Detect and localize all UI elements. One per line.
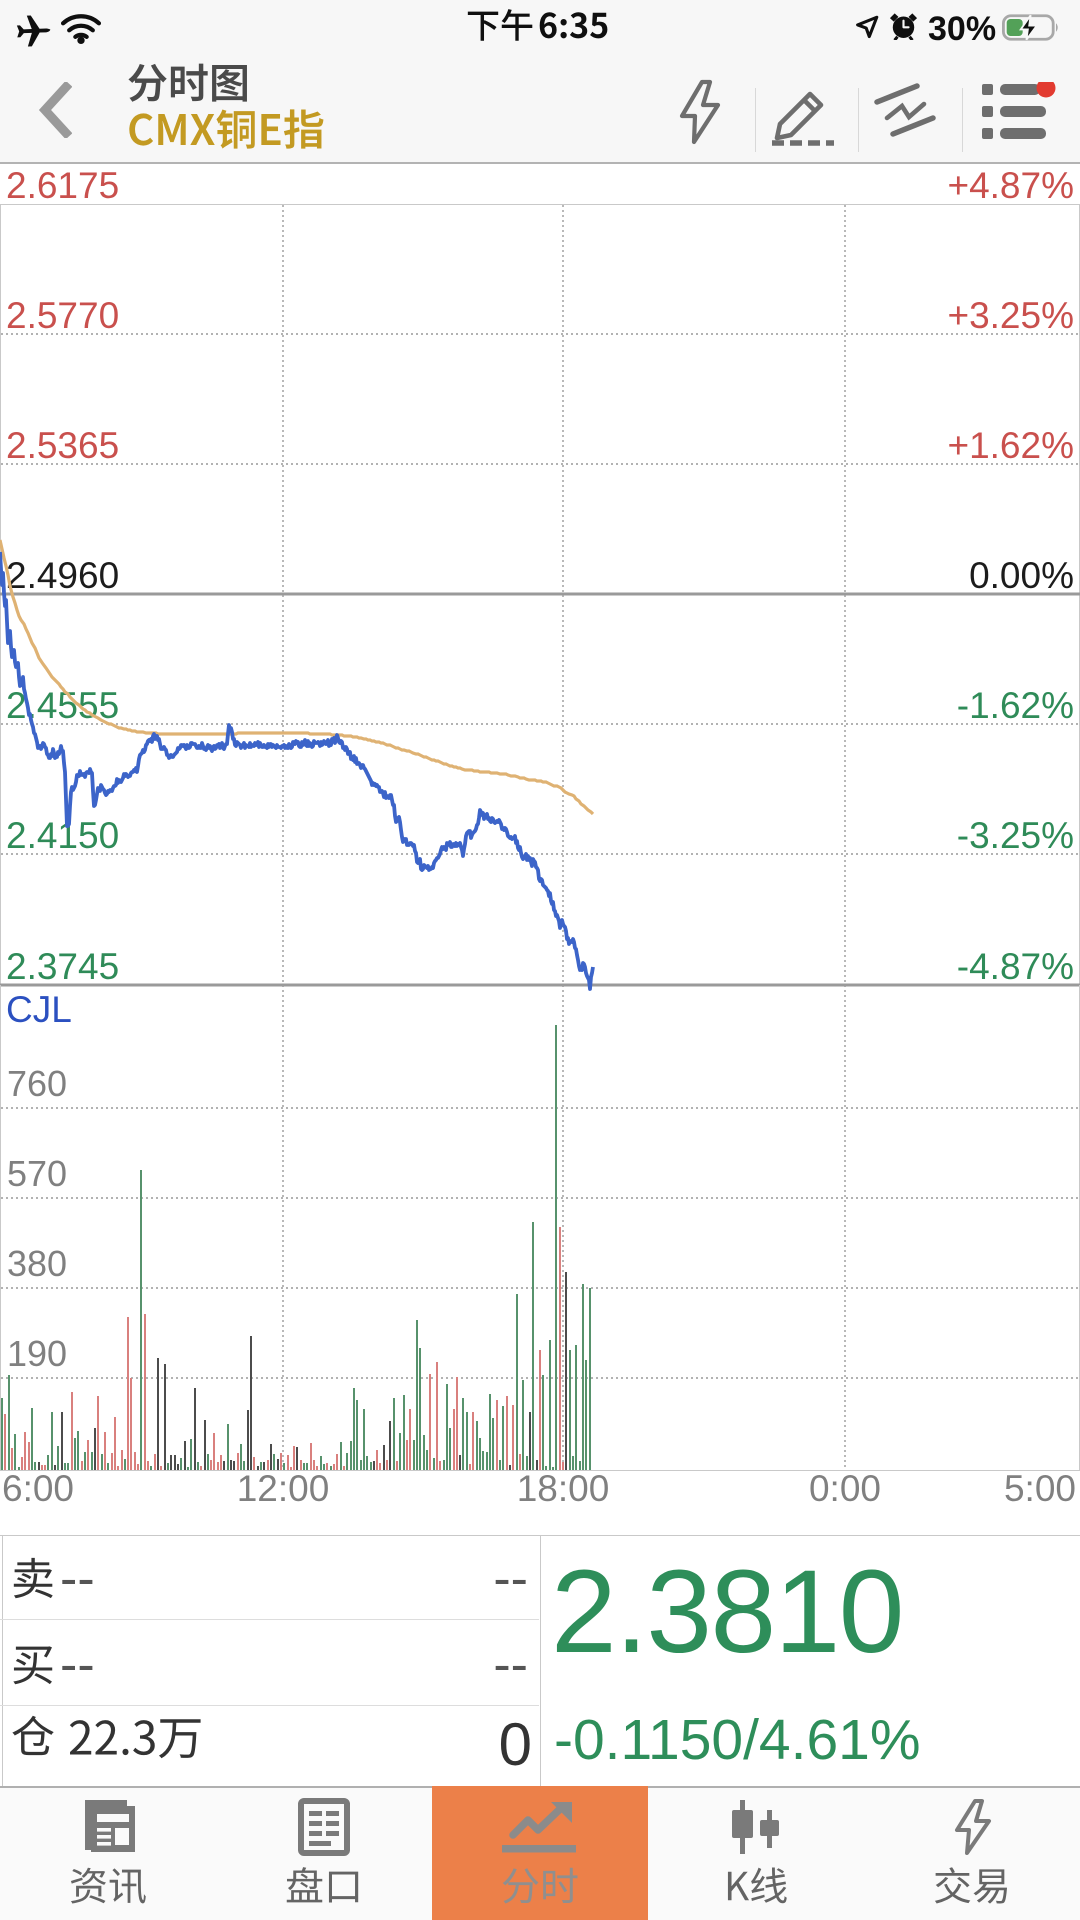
- svg-text:2.3745: 2.3745: [6, 946, 119, 987]
- svg-text:+4.87%: +4.87%: [947, 165, 1074, 206]
- svg-text:6:00: 6:00: [2, 1468, 74, 1509]
- svg-text:+3.25%: +3.25%: [947, 295, 1074, 336]
- svg-text:570: 570: [7, 1153, 67, 1194]
- svg-text:2.4960: 2.4960: [6, 555, 119, 596]
- svg-text:-4.87%: -4.87%: [957, 946, 1074, 987]
- svg-text:0.00%: 0.00%: [969, 555, 1074, 596]
- svg-text:CJL: CJL: [6, 989, 72, 1030]
- svg-text:2.5770: 2.5770: [6, 295, 119, 336]
- svg-text:2.5365: 2.5365: [6, 425, 119, 466]
- svg-text:760: 760: [7, 1063, 67, 1104]
- svg-text:18:00: 18:00: [517, 1468, 610, 1509]
- svg-text:2.6175: 2.6175: [6, 165, 119, 206]
- svg-text:+1.62%: +1.62%: [947, 425, 1074, 466]
- svg-text:2.4150: 2.4150: [6, 815, 119, 856]
- svg-text:12:00: 12:00: [237, 1468, 330, 1509]
- svg-text:190: 190: [7, 1333, 67, 1374]
- svg-text:0:00: 0:00: [809, 1468, 881, 1509]
- svg-text:-1.62%: -1.62%: [957, 685, 1074, 726]
- svg-text:-3.25%: -3.25%: [957, 815, 1074, 856]
- svg-text:5:00: 5:00: [1004, 1468, 1076, 1509]
- svg-text:380: 380: [7, 1243, 67, 1284]
